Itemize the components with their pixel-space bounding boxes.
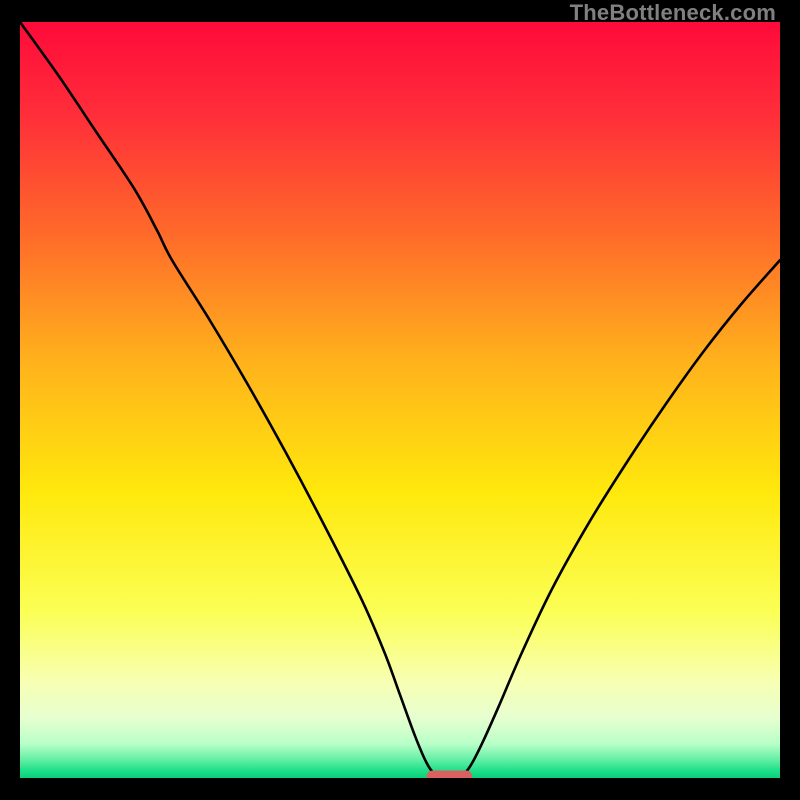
optimal-marker [427,770,473,778]
watermark-text: TheBottleneck.com [570,0,776,26]
chart-background [20,22,780,778]
chart-svg [20,22,780,778]
chart-plot-area [20,22,780,778]
